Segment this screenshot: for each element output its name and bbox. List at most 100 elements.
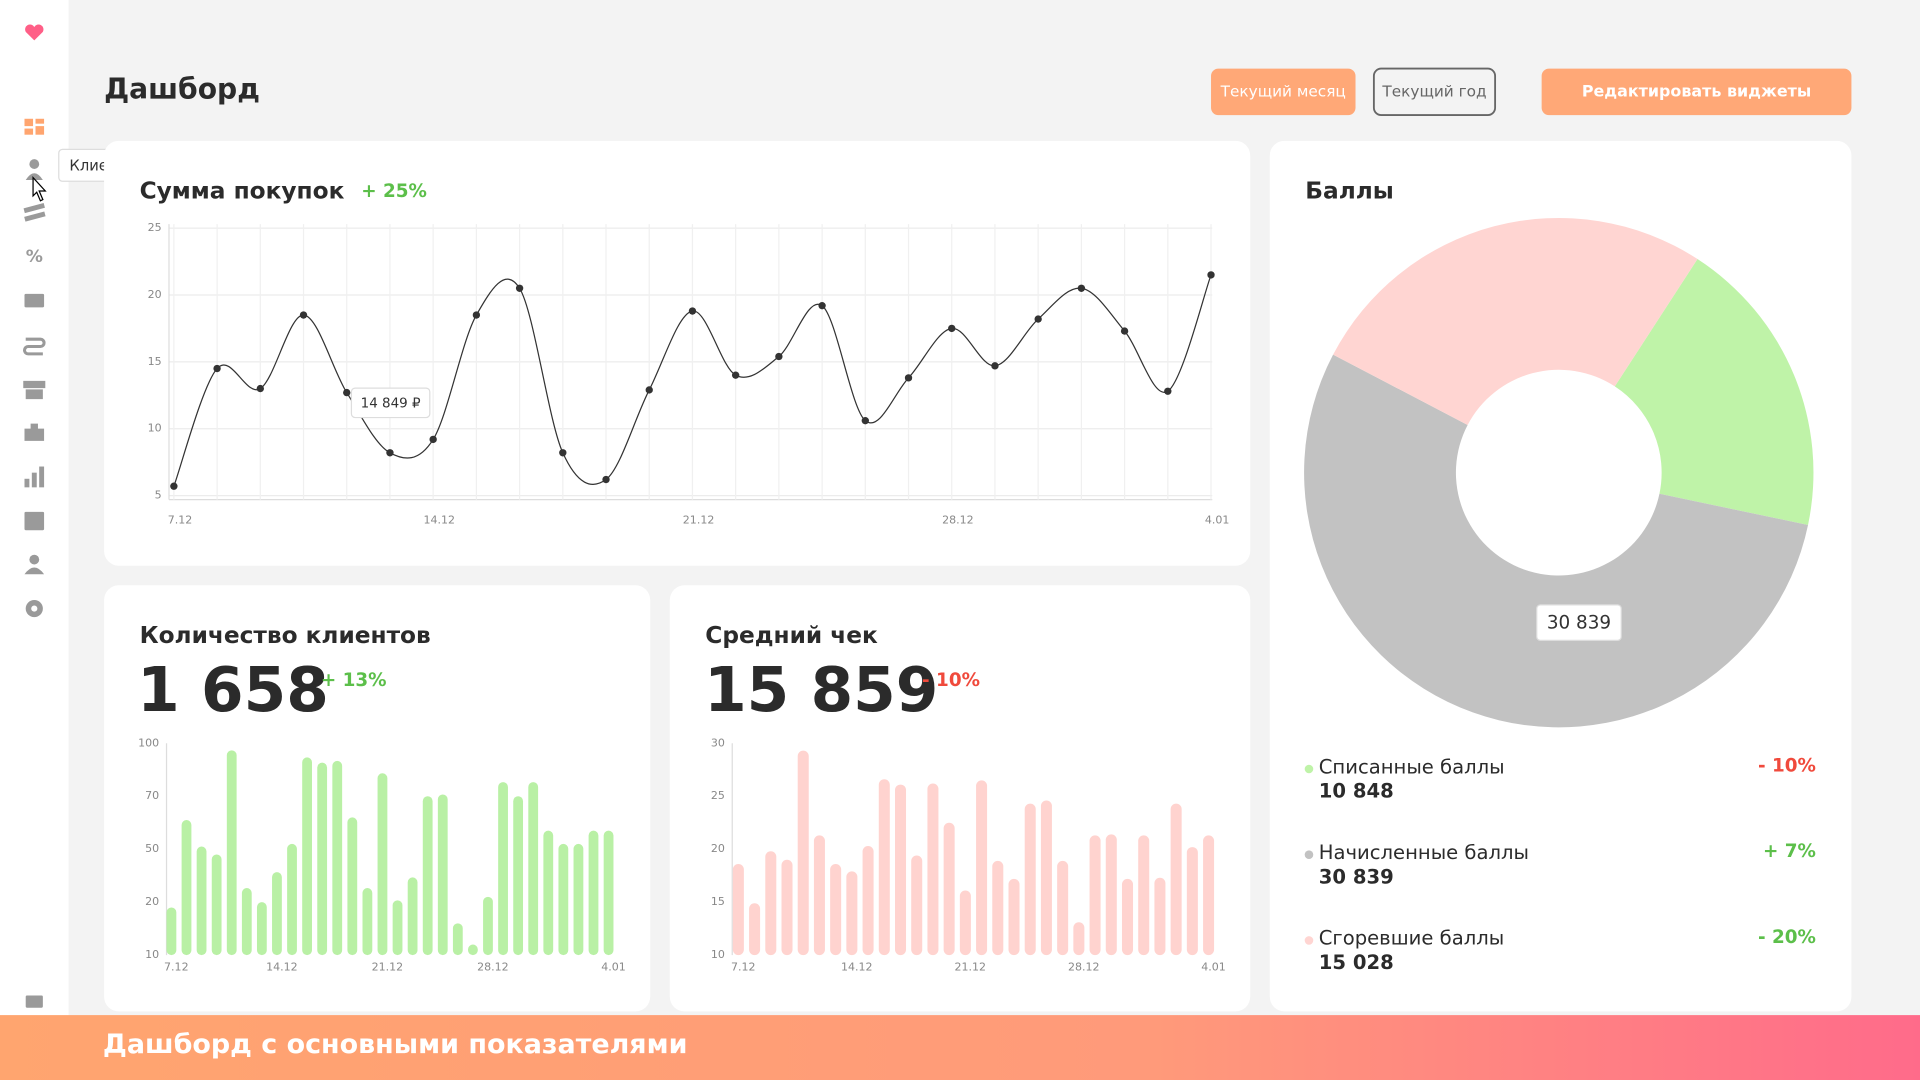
nav-stats[interactable] — [24, 466, 45, 488]
bar — [894, 784, 907, 956]
legend-dot — [1304, 764, 1314, 774]
widget-title: Средний чек — [705, 622, 878, 649]
point — [559, 449, 567, 457]
tooltip-box — [1536, 604, 1622, 642]
bar — [603, 830, 614, 956]
nav-clients[interactable] — [25, 159, 43, 180]
bar — [513, 796, 524, 956]
legend-value: 30 839 — [1319, 865, 1394, 888]
bar — [437, 794, 448, 956]
x-tick-label: 7.12 — [164, 960, 189, 973]
y-tick-label: 15 — [711, 895, 725, 908]
bar — [1089, 835, 1101, 956]
y-tick-label: 50 — [145, 842, 159, 855]
bar — [862, 846, 874, 956]
x-tick-label: 14.12 — [424, 513, 456, 526]
nav-routes[interactable] — [22, 337, 46, 356]
bar — [211, 854, 222, 956]
widget-title: Сумма покупок — [140, 178, 345, 205]
legend-name: Начисленные баллы — [1319, 841, 1529, 864]
cursor — [32, 175, 47, 202]
point — [343, 388, 351, 397]
bar — [992, 860, 1004, 956]
bar — [362, 888, 373, 956]
button-edit-label[interactable]: Редактировать виджеты — [1582, 81, 1811, 100]
nav-dashboard[interactable] — [24, 118, 45, 135]
point — [1164, 387, 1172, 395]
bar — [1138, 835, 1150, 956]
widget-total: 1 658 — [137, 655, 329, 726]
point — [818, 301, 826, 310]
button-edit[interactable] — [1541, 68, 1852, 116]
point — [1120, 327, 1129, 335]
bar — [813, 835, 825, 956]
legend-value: 15 028 — [1319, 951, 1394, 974]
point — [170, 482, 178, 490]
bar — [332, 760, 343, 956]
bar — [846, 871, 858, 956]
legend-change: - 10% — [1758, 756, 1816, 777]
bar — [959, 890, 971, 956]
bar — [1105, 834, 1117, 956]
bar — [407, 877, 418, 956]
logo[interactable] — [25, 24, 44, 41]
tooltip-box — [350, 387, 431, 419]
bar — [943, 822, 955, 956]
bar — [347, 817, 358, 956]
nav-tasks[interactable] — [24, 511, 45, 531]
y-tick-label: 30 — [711, 736, 725, 749]
bar — [543, 830, 554, 956]
nav-cards[interactable] — [23, 203, 45, 214]
bar — [1203, 835, 1215, 956]
bar — [1154, 877, 1166, 956]
legend-value: 10 848 — [1319, 780, 1394, 803]
x-tick-label: 14.12 — [841, 960, 873, 973]
x-tick-label: 7.12 — [731, 960, 756, 973]
banner — [0, 1015, 1920, 1080]
bar — [468, 944, 478, 956]
button-year[interactable] — [1372, 67, 1497, 117]
y-tick-label: 70 — [145, 789, 159, 802]
point — [515, 284, 524, 292]
nav-discounts[interactable]: % — [26, 247, 43, 267]
x-tick-label: 28.12 — [1068, 960, 1100, 973]
bar — [498, 782, 508, 956]
nav-mail[interactable] — [24, 293, 45, 308]
bar — [226, 750, 237, 956]
bar — [256, 902, 267, 956]
bar — [452, 923, 463, 956]
point — [1034, 315, 1042, 323]
bar — [241, 888, 252, 956]
nav-buildings[interactable] — [24, 423, 45, 441]
bar — [558, 843, 569, 956]
bar — [483, 896, 493, 956]
nav-card[interactable] — [25, 995, 43, 1008]
bar — [302, 757, 312, 956]
legend-name: Списанные баллы — [1319, 755, 1505, 778]
nav-profile[interactable] — [24, 554, 45, 575]
widget-title: Количество клиентов — [140, 622, 431, 649]
point — [861, 417, 869, 425]
bar — [781, 859, 793, 956]
y-tick-label: 10 — [711, 948, 725, 961]
x-tick-label: 21.12 — [683, 513, 715, 526]
point — [256, 384, 264, 393]
pie-slice — [1333, 217, 1698, 425]
point — [472, 311, 481, 319]
button-year-label[interactable]: Текущий год — [1381, 82, 1486, 100]
settings-hole — [31, 605, 38, 612]
point — [775, 352, 783, 361]
nav-store[interactable] — [23, 380, 46, 400]
y-tick-label: 20 — [148, 288, 162, 301]
y-tick-label: 10 — [145, 948, 159, 961]
bar — [749, 903, 761, 956]
button-month-label[interactable]: Текущий месяц — [1220, 82, 1346, 100]
bar — [1024, 803, 1036, 956]
bar — [573, 843, 584, 956]
button-month[interactable] — [1211, 68, 1356, 116]
point — [731, 371, 740, 379]
bar — [1170, 803, 1182, 956]
bar — [588, 830, 599, 956]
